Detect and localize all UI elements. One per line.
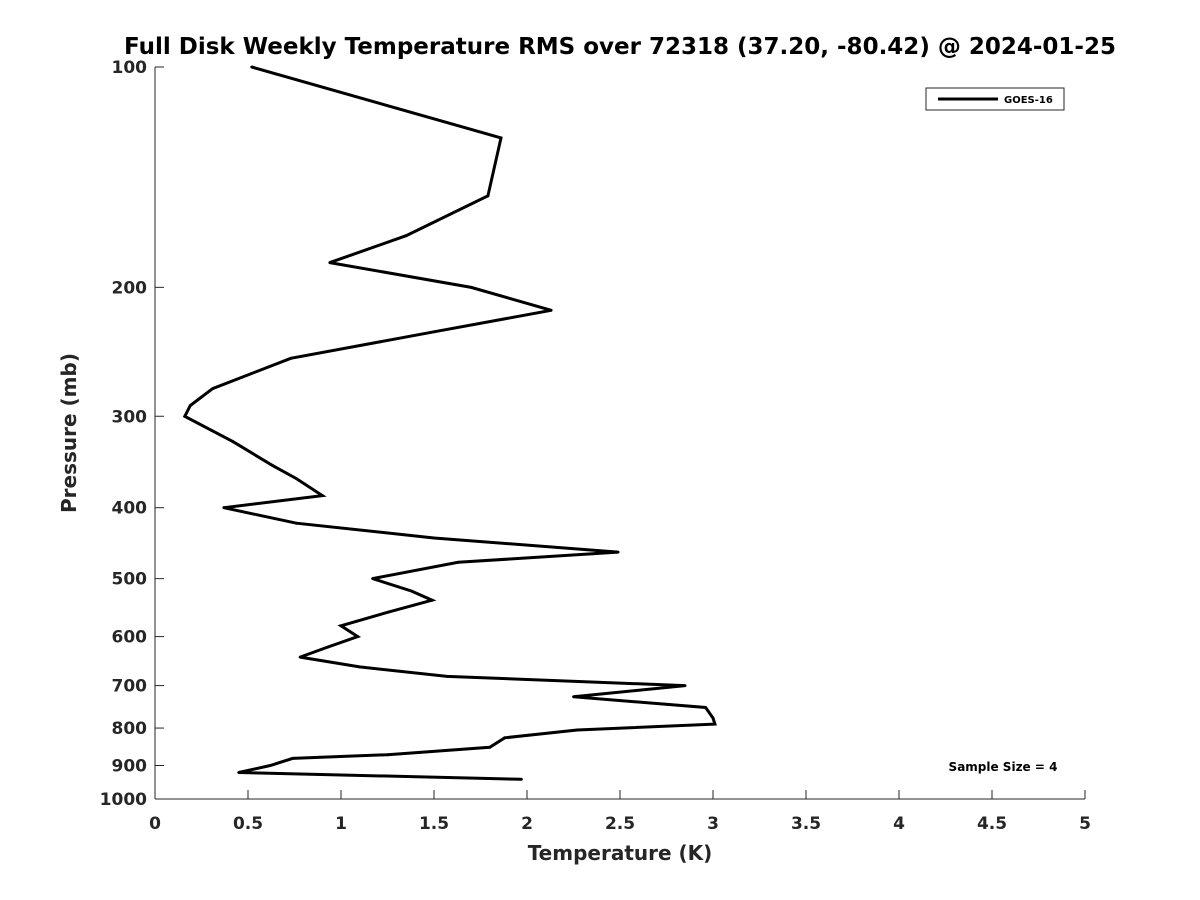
y-tick-label: 500 xyxy=(112,570,148,590)
y-tick-label: 1000 xyxy=(100,790,147,810)
data-point xyxy=(339,624,343,628)
data-point xyxy=(704,706,707,709)
data-point xyxy=(488,745,492,749)
data-point xyxy=(486,194,490,198)
data-point xyxy=(410,589,414,593)
data-point xyxy=(231,440,235,444)
x-tick-label: 2.5 xyxy=(605,814,635,834)
x-tick-label: 1.5 xyxy=(419,814,449,834)
y-axis-label: Pressure (mb) xyxy=(57,353,81,513)
x-tick-label: 4 xyxy=(893,814,905,834)
data-point xyxy=(549,308,553,312)
x-ticks: 0 0.5 1 1.5 2 2.5 3 3.5 4 4.5 5 xyxy=(149,790,1091,834)
data-point xyxy=(295,477,298,480)
y-tick-label: 900 xyxy=(112,757,148,777)
data-point xyxy=(250,65,254,69)
x-tick-label: 4.5 xyxy=(977,814,1007,834)
data-point xyxy=(222,506,226,510)
data-point xyxy=(520,777,523,781)
data-point xyxy=(211,387,215,390)
data-point xyxy=(321,494,324,497)
y-tick-label: 400 xyxy=(112,499,148,519)
data-point xyxy=(404,234,408,238)
data-point xyxy=(326,645,330,649)
data-point xyxy=(432,536,436,540)
data-point xyxy=(711,716,715,720)
data-point xyxy=(188,404,192,407)
data-point xyxy=(683,684,687,687)
legend-entry-goes-16: GOES-16 xyxy=(1004,95,1053,106)
data-point xyxy=(430,598,434,602)
data-point xyxy=(371,577,374,580)
data-point xyxy=(386,753,389,757)
data-point xyxy=(289,356,293,360)
x-tick-label: 0 xyxy=(149,814,161,834)
data-point xyxy=(616,550,620,554)
x-tick-label: 2 xyxy=(521,814,533,834)
x-tick-label: 1 xyxy=(335,814,347,834)
y-tick-label: 600 xyxy=(112,628,148,648)
y-tick-label: 200 xyxy=(112,278,148,298)
data-point xyxy=(291,757,294,760)
data-point xyxy=(237,771,241,774)
data-point xyxy=(268,764,272,767)
data-point xyxy=(356,635,360,638)
data-point xyxy=(572,695,575,699)
data-point xyxy=(503,736,507,740)
x-axis-label: Temperature (K) xyxy=(528,841,713,865)
data-point xyxy=(499,136,503,140)
data-point xyxy=(713,722,717,726)
series-line-goes-16 xyxy=(182,65,717,781)
y-tick-label: 800 xyxy=(112,719,148,739)
series-layer xyxy=(182,65,717,781)
data-point xyxy=(388,610,391,614)
x-tick-label: 5 xyxy=(1079,814,1091,834)
data-point xyxy=(456,560,460,564)
x-tick-label: 3 xyxy=(707,814,719,834)
y-tick-label: 100 xyxy=(112,58,148,78)
data-point xyxy=(183,414,187,418)
y-tick-label: 300 xyxy=(112,407,148,427)
data-point xyxy=(270,463,274,467)
data-point xyxy=(469,286,473,289)
data-point xyxy=(358,665,361,669)
legend: GOES-16 xyxy=(925,87,1065,111)
data-point xyxy=(432,330,436,334)
data-point xyxy=(328,261,332,264)
y-tick-label: 700 xyxy=(112,677,148,697)
x-tick-label: 3.5 xyxy=(791,814,821,834)
data-point xyxy=(298,655,302,659)
data-point xyxy=(575,728,579,732)
x-tick-label: 0.5 xyxy=(233,814,263,834)
data-point xyxy=(295,521,298,525)
sample-size-annotation: Sample Size = 4 xyxy=(949,760,1058,774)
y-ticks: 100 200 300 400 500 600 700 800 900 1000 xyxy=(100,58,164,810)
data-point xyxy=(445,675,449,678)
chart-title: Full Disk Weekly Temperature RMS over 72… xyxy=(124,34,1116,60)
